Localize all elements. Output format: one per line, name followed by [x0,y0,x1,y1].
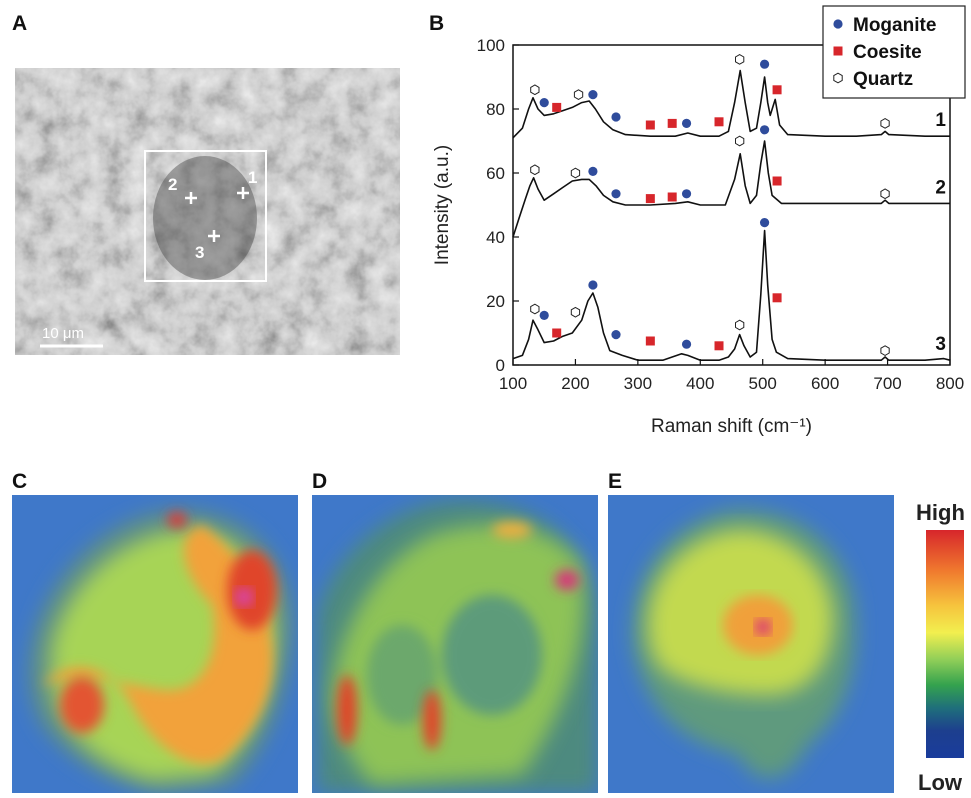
quartz-marker [530,303,540,315]
y-tick-label: 40 [486,228,505,247]
quartz-marker [735,319,745,331]
quartz-marker [530,84,540,96]
moganite-marker [539,98,549,108]
coesite-marker [772,293,782,303]
map-c [12,495,298,793]
region-of-interest-box [144,150,267,282]
x-tick-label: 700 [873,374,901,393]
legend-coesite-label: Coesite [853,42,922,63]
coesite-marker [645,336,655,346]
moganite-marker [611,189,621,199]
moganite-marker [681,118,692,128]
x-tick-label: 400 [686,374,714,393]
series-label-2: 2 [935,177,946,198]
x-tick-label: 600 [811,374,839,393]
x-tick-label: 500 [749,374,777,393]
series-label-3: 3 [935,334,946,355]
y-axis-label: Intensity (a.u.) [432,145,453,265]
measurement-crosses [185,187,249,242]
legend-coesite-marker [833,46,843,56]
moganite-marker [681,189,692,199]
quartz-marker [573,89,584,100]
point-label-2: 2 [168,175,177,194]
coesite-marker [645,194,655,204]
coesite-marker [667,118,677,128]
quartz-marker [880,188,890,200]
series-label-1: 1 [935,110,946,131]
quartz-marker [735,54,745,65]
quartz-marker [880,345,890,356]
moganite-marker [588,90,598,100]
series-line-1 [512,69,950,139]
plot-frame [512,44,951,366]
colorbar-high-label: High [916,500,965,525]
coesite-marker [552,102,562,112]
micrograph-image: 1 2 3 10 μm [15,68,400,355]
coesite-marker [714,341,724,351]
moganite-marker [588,280,598,290]
panel-label-d: D [312,470,328,493]
legend-moganite-marker [833,19,843,29]
point-label-3: 3 [195,243,204,262]
panel-label-c: C [12,470,28,493]
moganite-marker [681,339,692,349]
x-tick-label: 800 [936,374,964,393]
colorbar [926,530,964,758]
series-line-3 [512,229,951,361]
series-line-2 [512,140,950,238]
y-tick-label: 80 [486,100,505,119]
x-tick-label: 300 [624,374,652,393]
coesite-marker [645,120,655,130]
legend-quartz-marker [833,72,843,84]
y-tick-label: 60 [486,164,505,183]
y-tick-label: 0 [496,356,505,375]
moganite-marker [759,59,770,69]
moganite-marker [611,112,621,122]
y-tick-label: 20 [486,292,505,311]
legend-quartz-label: Quartz [853,69,913,90]
y-tick-label: 100 [477,36,505,55]
legend-box [822,5,966,99]
coesite-marker [772,85,782,95]
legend-moganite-label: Moganite [853,15,936,36]
moganite-marker [759,218,770,228]
coesite-marker [772,176,782,186]
quartz-marker [570,306,581,318]
quartz-marker [880,118,890,129]
panel-label-e: E [608,470,623,493]
coesite-marker [667,192,677,202]
panel-label-b: B [429,12,445,35]
map-e [608,495,894,793]
moganite-marker [759,125,770,135]
point-label-1: 1 [248,168,257,187]
quartz-marker [530,164,540,176]
x-axis-label: Raman shift (cm⁻¹) [651,416,812,437]
raman-chart: 100 200 300 400 500 600 700 800 0 20 40 60 80 100 Rama… [432,5,966,437]
panel-label-a: A [12,12,28,35]
moganite-marker [539,310,549,320]
x-tick-label: 100 [499,374,527,393]
quartz-marker [735,135,745,147]
map-d [312,495,598,793]
colorbar-low-label: Low [918,770,962,795]
moganite-marker [588,166,598,176]
x-tick-label: 200 [561,374,589,393]
moganite-marker [611,330,621,340]
coesite-marker [714,117,724,127]
coesite-marker [552,328,562,338]
scale-bar-label: 10 μm [42,325,84,342]
quartz-marker [570,167,581,179]
